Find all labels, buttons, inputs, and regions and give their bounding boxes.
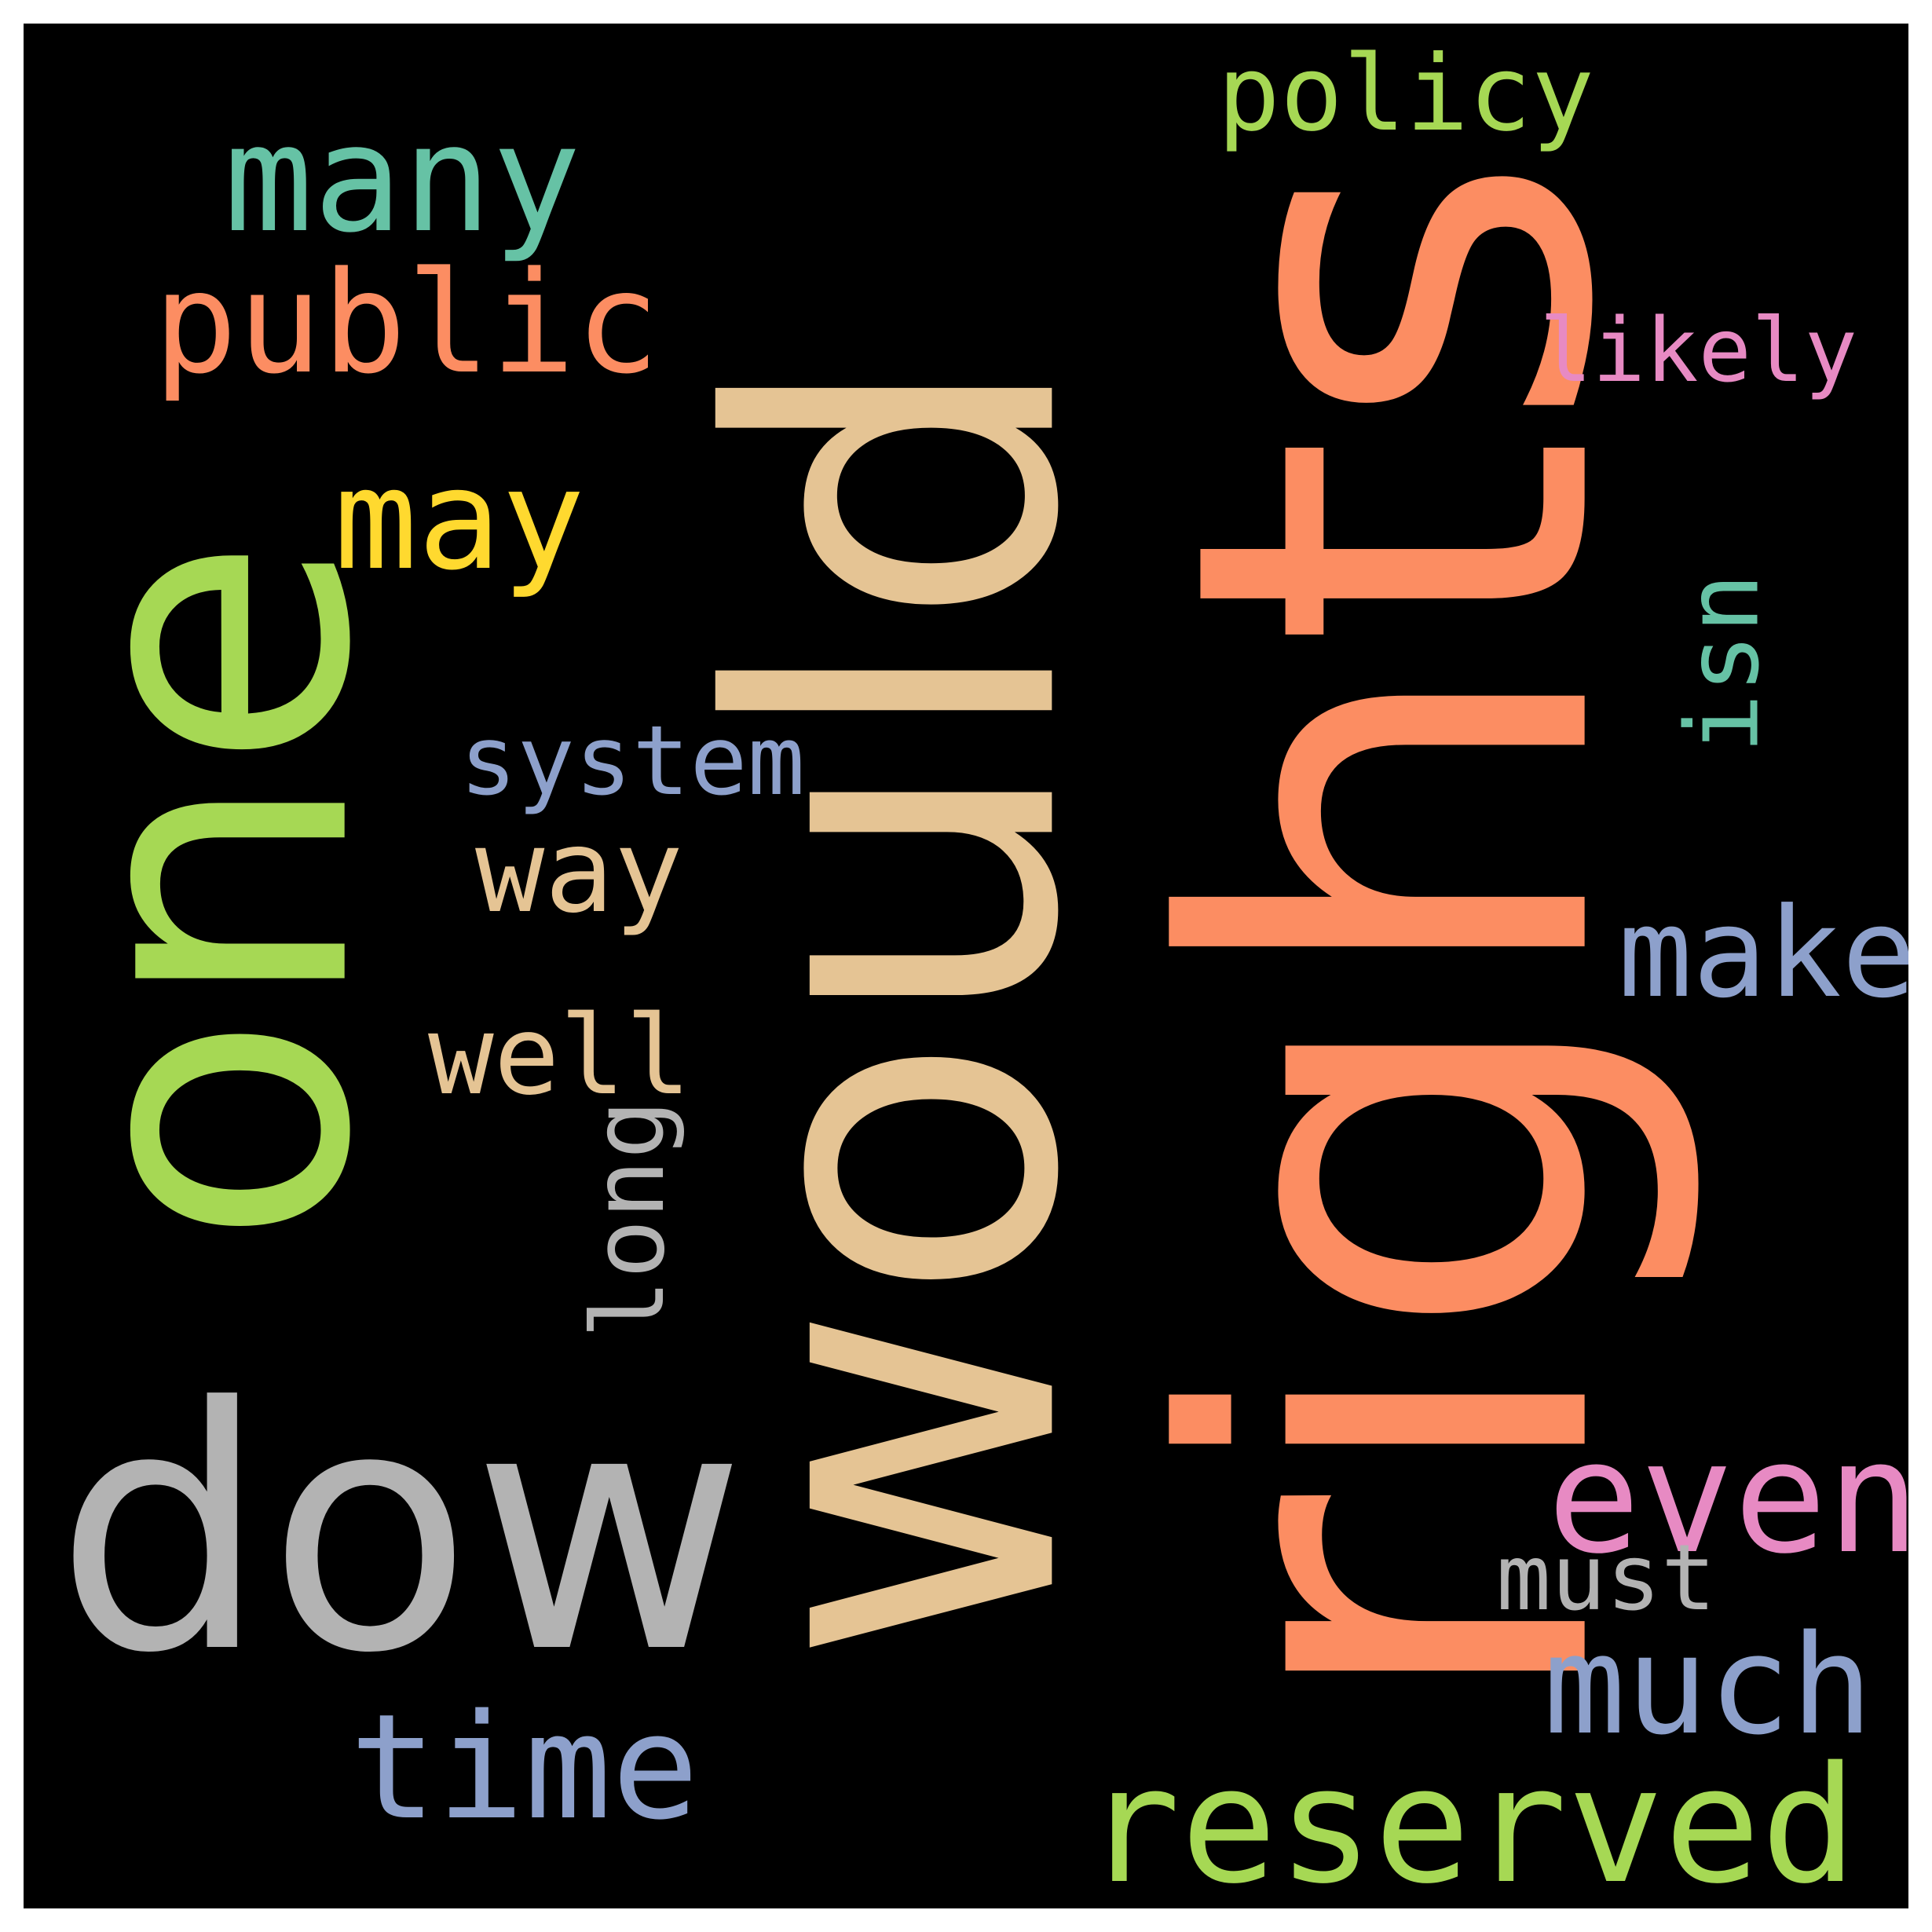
word-make: make xyxy=(1618,882,1908,1026)
word-many: many xyxy=(224,92,581,265)
word-one: one xyxy=(24,535,435,1248)
word-long: long xyxy=(569,1100,686,1339)
word-policy: policy xyxy=(1217,33,1594,155)
word-must: must xyxy=(1496,1524,1716,1631)
word-likely: likely xyxy=(1539,300,1857,403)
word-well: well xyxy=(428,992,691,1120)
word-may: may xyxy=(334,438,585,601)
word-way: way xyxy=(475,803,683,939)
word-public: public xyxy=(153,242,660,406)
word-cloud: would rights one dow many public policy … xyxy=(24,24,1908,1908)
word-time: time xyxy=(349,1681,699,1852)
word-much: much xyxy=(1543,1606,1873,1766)
word-dow: dow xyxy=(55,1335,746,1726)
word-isn: isn xyxy=(1665,573,1782,754)
word-system: system xyxy=(459,705,805,818)
word-even: even xyxy=(1547,1407,1908,1588)
word-reserved: reserved xyxy=(1084,1732,1857,1908)
